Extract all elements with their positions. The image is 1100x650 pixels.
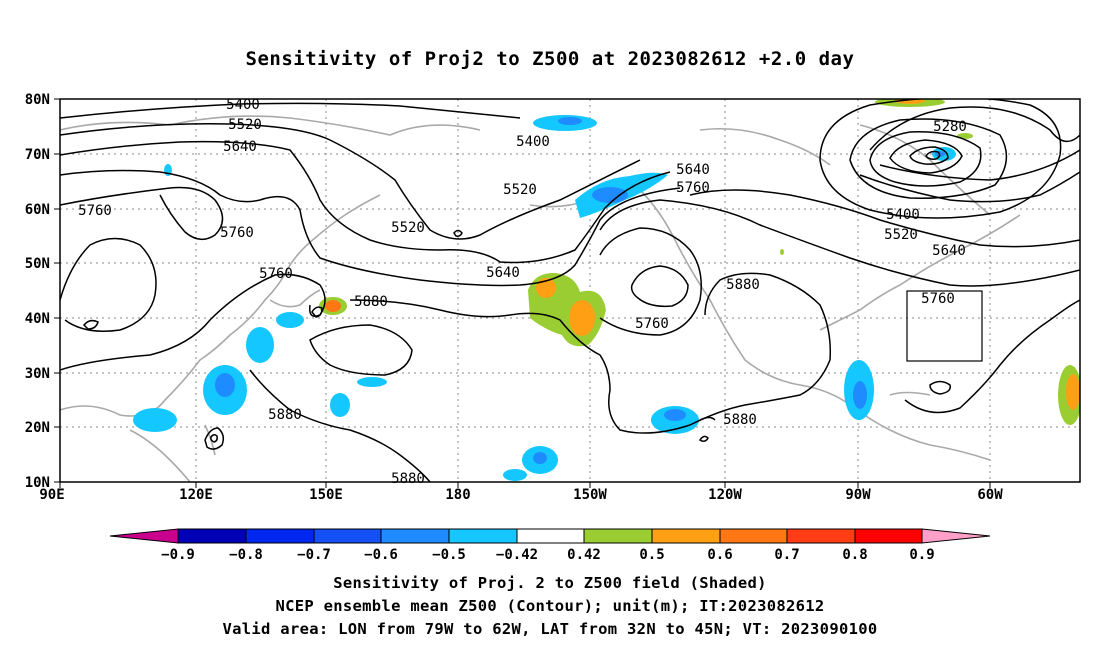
colorbar-label: 0.9 xyxy=(909,547,934,563)
colorbar-segment xyxy=(854,528,923,544)
colorbar-segment xyxy=(719,528,788,544)
lat-label: 10N xyxy=(25,475,50,491)
contour-label: 5520 xyxy=(503,182,537,198)
contour-label: 5760 xyxy=(921,291,955,307)
contour-label: 5880 xyxy=(354,294,388,310)
contour-label: 5400 xyxy=(886,207,920,223)
lat-label: 50N xyxy=(25,256,50,272)
contour-label: 5760 xyxy=(635,316,669,332)
contour-label: 5760 xyxy=(259,266,293,282)
colorbar-label: 0.42 xyxy=(567,547,601,563)
valid-area-box xyxy=(906,290,983,362)
contour-label: 5640 xyxy=(932,243,966,259)
colorbar-label: −0.5 xyxy=(432,547,466,563)
contour-label: 5880 xyxy=(391,471,425,487)
contour-label: 5880 xyxy=(726,277,760,293)
colorbar-min-arrow xyxy=(109,528,179,544)
contour-label: 5760 xyxy=(676,180,710,196)
contour-label: 5640 xyxy=(486,265,520,281)
contour-label: 5400 xyxy=(516,134,550,150)
lat-label: 70N xyxy=(25,147,50,163)
colorbar-segment xyxy=(245,528,315,544)
lon-label: 150E xyxy=(309,487,343,503)
colorbar-segment xyxy=(516,528,585,544)
lon-label: 90E xyxy=(39,487,64,503)
lon-label: 120W xyxy=(708,487,742,503)
lat-label: 30N xyxy=(25,366,50,382)
colorbar-label: 0.7 xyxy=(774,547,799,563)
colorbar-segment xyxy=(583,528,653,544)
caption-line-1: Sensitivity of Proj. 2 to Z500 field (Sh… xyxy=(333,574,767,592)
lat-label: 60N xyxy=(25,202,50,218)
colorbar-segment xyxy=(177,528,247,544)
caption-line-3: Valid area: LON from 79W to 62W, LAT fro… xyxy=(222,620,878,638)
contour-label: 5640 xyxy=(676,162,710,178)
colorbar-segment xyxy=(313,528,382,544)
colorbar xyxy=(109,528,991,544)
lat-label: 40N xyxy=(25,311,50,327)
lat-label: 80N xyxy=(25,92,50,108)
lon-label: 150W xyxy=(573,487,607,503)
contour-label: 5880 xyxy=(723,412,757,428)
map-frame xyxy=(59,98,1081,483)
colorbar-label: −0.8 xyxy=(229,547,263,563)
contour-label: 5520 xyxy=(391,220,425,236)
contour-label: 5400 xyxy=(226,97,260,113)
colorbar-label: −0.6 xyxy=(364,547,398,563)
caption-line-2: NCEP ensemble mean Z500 (Contour); unit(… xyxy=(275,597,825,615)
lon-label: 180 xyxy=(445,487,470,503)
map-title: Sensitivity of Proj2 to Z500 at 20230826… xyxy=(245,48,855,70)
colorbar-label: −0.9 xyxy=(161,547,195,563)
contour-label: 5520 xyxy=(228,117,262,133)
contour-label: 5520 xyxy=(884,227,918,243)
colorbar-max-arrow xyxy=(921,528,991,544)
colorbar-label: 0.5 xyxy=(639,547,664,563)
lon-label: 120E xyxy=(179,487,213,503)
lat-label: 20N xyxy=(25,420,50,436)
lon-label: 60W xyxy=(977,487,1003,503)
colorbar-segment xyxy=(651,528,721,544)
colorbar-label: −0.42 xyxy=(496,547,538,563)
colorbar-label: 0.8 xyxy=(842,547,867,563)
sensitivity-shading xyxy=(133,99,1080,481)
contour-label: 5880 xyxy=(268,407,302,423)
contour-label: 5640 xyxy=(223,139,257,155)
colorbar-label: −0.7 xyxy=(297,547,331,563)
contour-label: 5280 xyxy=(933,119,967,135)
contour-label: 5760 xyxy=(220,225,254,241)
colorbar-segment xyxy=(380,528,450,544)
colorbar-segment xyxy=(448,528,518,544)
z500-contours xyxy=(60,99,1080,482)
colorbar-label: 0.6 xyxy=(707,547,732,563)
contour-label: 5760 xyxy=(78,203,112,219)
lon-label: 90W xyxy=(845,487,871,503)
colorbar-segment xyxy=(786,528,856,544)
